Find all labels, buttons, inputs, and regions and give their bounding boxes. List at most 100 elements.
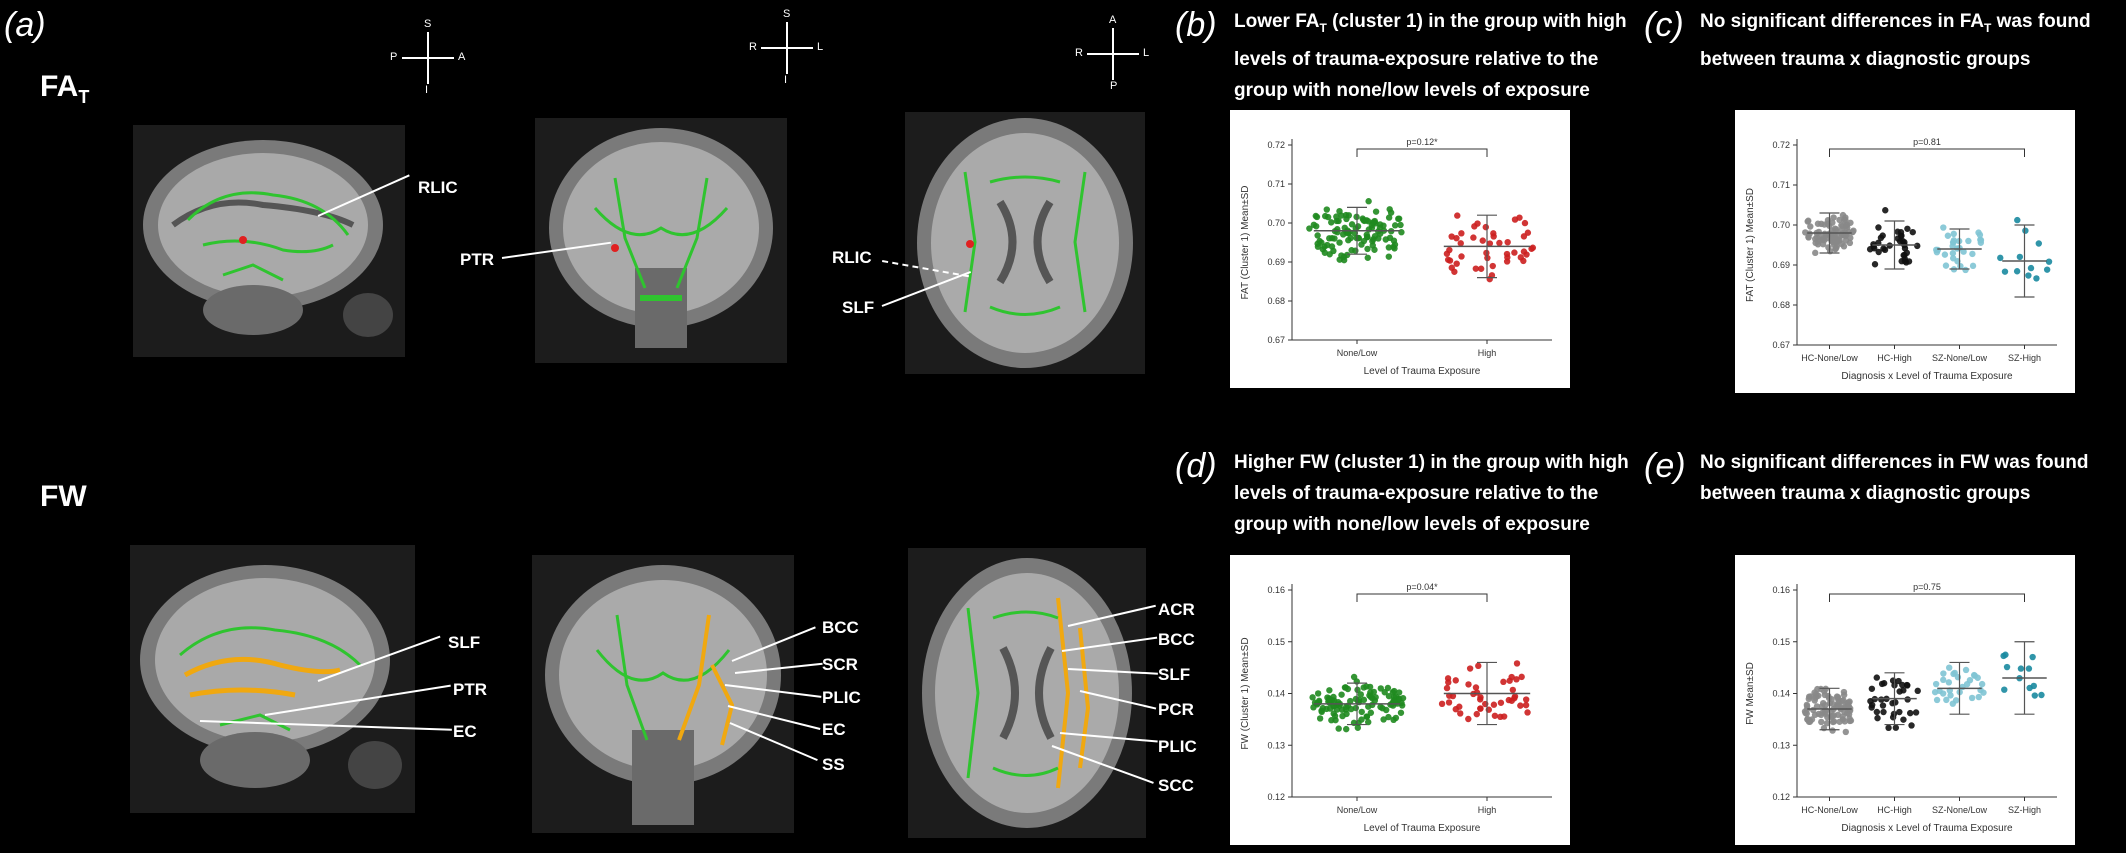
data-point <box>1457 710 1464 717</box>
data-point <box>1805 217 1812 224</box>
row-label-fa: FAT <box>40 70 89 108</box>
data-point <box>1321 249 1329 256</box>
data-point <box>1364 233 1371 241</box>
data-point <box>1475 662 1482 670</box>
data-point <box>1840 217 1848 224</box>
compass-left: P <box>390 51 398 63</box>
data-point <box>1822 706 1829 714</box>
data-point <box>2027 264 2035 272</box>
caption-d-line: group with none/low levels of exposure <box>1234 514 1590 535</box>
significance-bracket <box>1356 593 1488 602</box>
data-point <box>1968 694 1976 702</box>
data-point <box>1838 226 1846 233</box>
data-point <box>1396 695 1403 703</box>
data-point <box>2002 651 2009 658</box>
data-point <box>1949 242 1956 250</box>
data-point <box>1871 261 1879 268</box>
data-point <box>1975 229 1982 236</box>
data-point <box>1328 219 1335 226</box>
y-tick-label: 0.69 <box>1772 260 1790 270</box>
data-point <box>1352 695 1360 703</box>
data-point <box>1969 250 1976 258</box>
caption-b-part: (cluster 1) in the group with high <box>1326 11 1627 32</box>
data-point <box>1892 724 1900 731</box>
data-point <box>1365 226 1373 233</box>
data-point <box>1473 710 1480 718</box>
data-point <box>1390 687 1398 695</box>
data-point <box>1823 720 1831 727</box>
y-tick-label: 0.71 <box>1267 179 1285 189</box>
y-tick-label: 0.15 <box>1267 637 1285 647</box>
data-point <box>1453 234 1460 242</box>
data-point <box>1313 223 1320 230</box>
data-point <box>2035 240 2042 247</box>
data-point <box>1497 699 1505 706</box>
data-point <box>1385 244 1393 251</box>
y-tick-label: 0.13 <box>1772 740 1790 750</box>
data-point <box>1458 230 1465 237</box>
row-label-fw: FW <box>40 480 87 513</box>
data-point <box>1343 725 1350 733</box>
compass-bottom: I <box>425 84 429 96</box>
data-point <box>2045 258 2053 265</box>
significance-bracket <box>1829 148 2025 157</box>
data-point <box>1363 713 1370 720</box>
p-value-label: p=0.75 <box>1913 582 1941 592</box>
caption-b-part: Lower FA <box>1234 11 1320 32</box>
data-point <box>1326 705 1334 712</box>
data-point <box>1477 705 1484 712</box>
data-point <box>1880 245 1887 252</box>
data-point <box>1312 212 1320 220</box>
data-point <box>1952 697 1960 704</box>
caption-b-line: group with none/low levels of exposure <box>1234 79 1590 101</box>
plot-d-svg: 0.12 0.13 0.14 0.15 0.16 None/Low High Level of… <box>1240 582 1552 834</box>
label-fw-ax-acr: ACR <box>1158 600 1195 619</box>
data-point <box>1350 673 1358 681</box>
brain-fa-coronal <box>535 118 787 363</box>
data-point <box>1491 712 1499 719</box>
data-point <box>1340 231 1347 238</box>
brain-fw-sagittal <box>130 545 415 813</box>
data-point <box>1940 224 1947 231</box>
compass-right: L <box>817 41 824 53</box>
data-point <box>2031 692 2038 699</box>
data-point <box>1306 225 1313 232</box>
caption-c-part: No significant differences in FA <box>1700 11 1984 32</box>
data-point <box>1358 708 1365 716</box>
data-point <box>1357 691 1365 698</box>
data-point <box>1466 665 1474 672</box>
data-point <box>1398 229 1405 236</box>
data-point <box>1508 673 1515 681</box>
data-point <box>1950 670 1957 678</box>
data-point <box>1521 219 1529 227</box>
p-value-label: p=0.12* <box>1406 137 1438 147</box>
x-tick-label: SZ-High <box>2008 805 2041 815</box>
data-point <box>1360 696 1368 704</box>
data-point <box>1518 673 1525 681</box>
data-point <box>1386 234 1394 242</box>
data-point <box>1488 272 1496 279</box>
data-point <box>1486 240 1494 247</box>
data-point <box>1479 237 1486 244</box>
data-point <box>2038 691 2045 699</box>
data-point <box>1903 249 1911 257</box>
data-point <box>1943 696 1950 704</box>
data-point <box>1849 228 1856 236</box>
data-point <box>1438 700 1446 708</box>
caption-c-part: was found <box>1991 11 2091 32</box>
data-point <box>1358 241 1365 248</box>
label-fw-ax-scc: SCC <box>1158 776 1194 795</box>
y-axis-label: FAT (Cluster 1) Mean±SD <box>1240 185 1251 299</box>
data-point <box>1347 697 1354 705</box>
caption-d: Higher FW (cluster 1) in the group with … <box>1234 447 1654 540</box>
data-point <box>1453 260 1460 267</box>
data-point <box>1822 702 1829 709</box>
data-point <box>1806 717 1814 724</box>
compass-sagittal: S P A I <box>388 18 468 98</box>
data-point <box>1839 211 1847 219</box>
data-point <box>1341 224 1348 231</box>
data-point <box>1963 681 1971 688</box>
data-point <box>1465 681 1472 688</box>
plot-c-svg: 0.67 0.68 0.69 0.70 0.71 0.72 HC-None/Low HC-Hi… <box>1745 137 2057 382</box>
data-point <box>1936 687 1943 695</box>
